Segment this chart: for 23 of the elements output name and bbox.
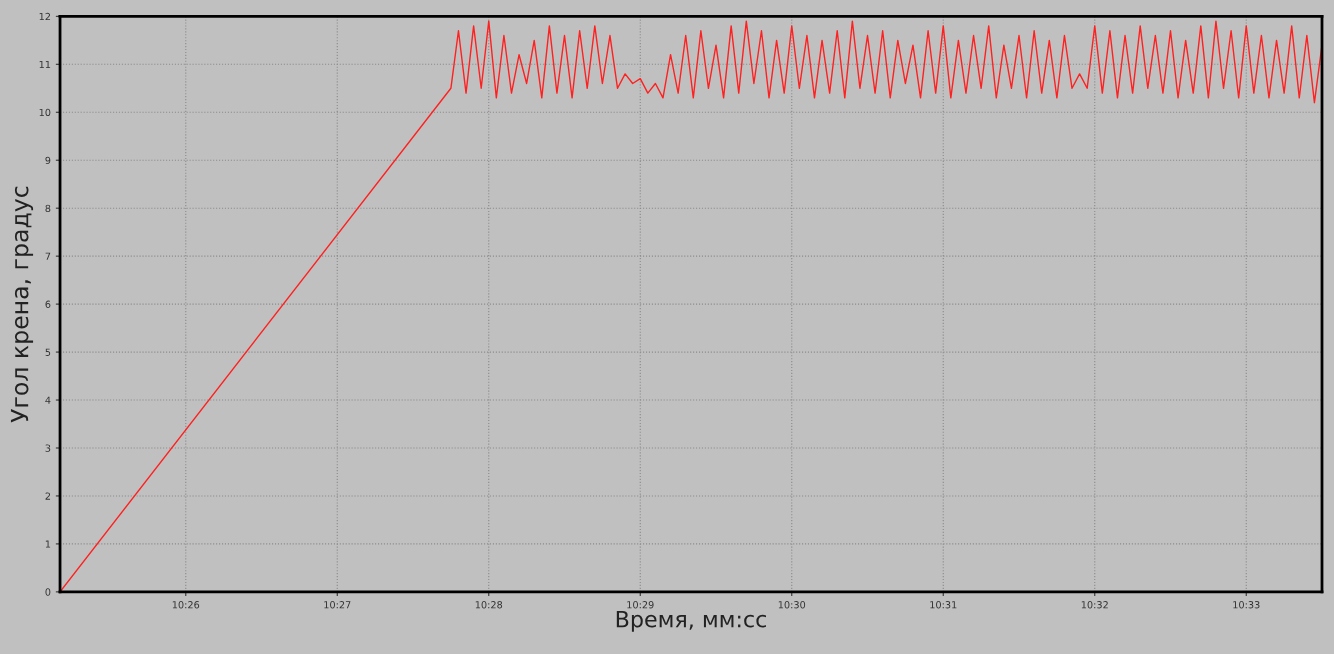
y-tick-label: 0 — [45, 588, 51, 596]
y-tick-label: 4 — [45, 396, 51, 404]
x-tick-label: 10:32 — [1081, 601, 1108, 609]
y-tick-label: 11 — [39, 60, 51, 68]
y-tick-label: 2 — [45, 492, 51, 500]
x-axis-title: Время, мм:сс — [616, 610, 766, 632]
y-tick-label: 3 — [45, 444, 51, 452]
y-tick-label: 12 — [39, 12, 51, 21]
x-tick-label: 10:29 — [627, 601, 654, 609]
y-axis-title: Угол крена, градус — [10, 186, 34, 423]
y-tick-label: 5 — [45, 348, 51, 356]
x-tick-label: 10:30 — [778, 601, 806, 609]
y-tick-label: 8 — [45, 204, 51, 213]
y-tick-label: 1 — [45, 540, 51, 548]
y-tick-label: 9 — [45, 156, 51, 165]
y-tick-label: 7 — [45, 252, 51, 260]
y-tick-label: 10 — [39, 108, 51, 117]
y-tick-label: 6 — [45, 300, 51, 308]
x-tick-label: 10:27 — [324, 601, 351, 609]
x-tick-label: 10:26 — [172, 601, 200, 609]
x-tick-label: 10:33 — [1233, 601, 1260, 609]
x-tick-label: 10:31 — [930, 601, 957, 609]
x-tick-label: 10:28 — [475, 601, 503, 609]
